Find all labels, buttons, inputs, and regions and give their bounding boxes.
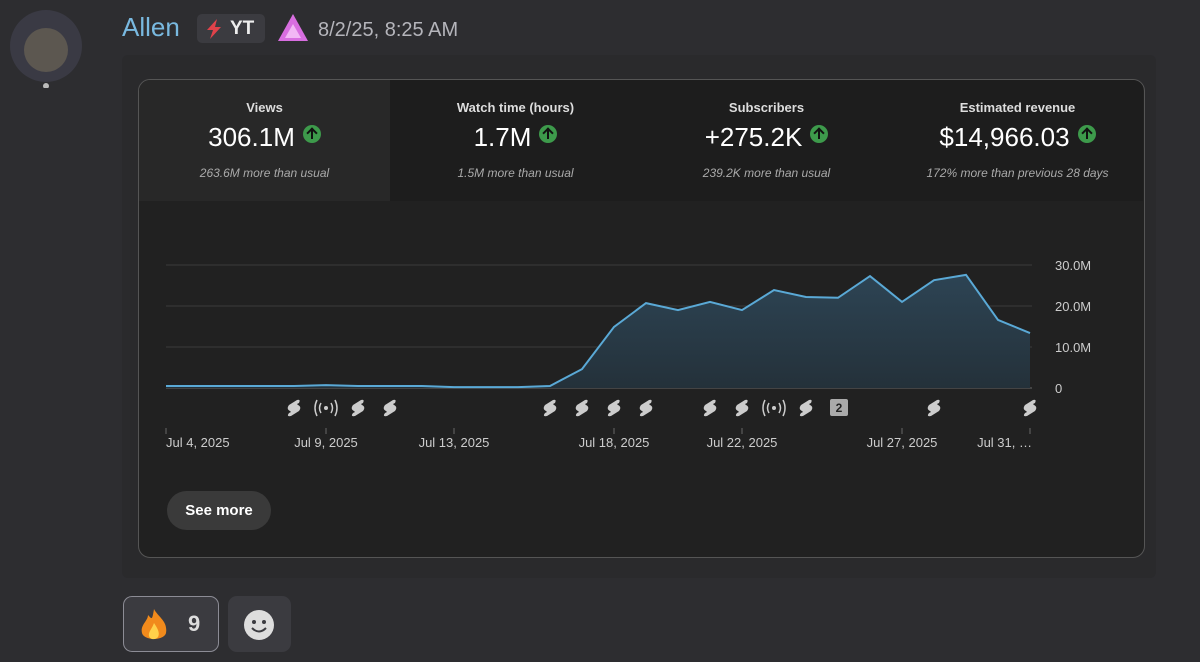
shorts-icon [1023,399,1037,417]
author[interactable]: Allen [122,12,180,42]
shorts-icon [927,399,941,417]
stat-value: $14,966.03 [892,122,1143,153]
stat-note: 172% more than previous 28 days [926,166,1109,180]
stat-note: 239.2K more than usual [702,166,831,180]
area-fill [166,274,1030,388]
y-tick-label: 20.0M [1055,299,1091,314]
stat-label: Views [246,100,283,115]
x-tick-label: Jul 4, 2025 [166,435,230,450]
y-tick-label: 30.0M [1055,258,1091,273]
reaction-button[interactable]: 9 [123,596,219,652]
x-tick-label: Jul 9, 2025 [294,435,358,450]
see-more-button[interactable]: See more [167,491,271,530]
x-tick-label: Jul 18, 2025 [579,435,650,450]
stat-value: 306.1M [139,122,390,153]
badge-text: YT [230,18,255,39]
shorts-icon [351,399,365,417]
shorts-icon [703,399,717,417]
live-icon [314,399,338,417]
live-icon [762,399,786,417]
stat-value: 1.7M [390,122,641,153]
stat-label: Watch time (hours) [456,100,575,115]
shorts-icon [543,399,557,417]
reaction-count: 9 [188,611,201,636]
stat-tile[interactable]: Estimated revenue $14,966.03 172% more tha… [892,80,1143,201]
shorts-icon [287,399,301,417]
stat-tile[interactable]: Views 306.1M 263.6M more than usual [139,80,390,201]
stat-label: Estimated revenue [959,100,1076,115]
shorts-icon [607,399,621,417]
stat-note: 1.5M more than usual [457,166,574,180]
stat-tile[interactable]: Subscribers +275.2K 239.2K more than usual [641,80,892,201]
shorts-icon [735,399,749,417]
y-tick-label: 10.0M [1055,340,1091,355]
stat-value-text: +275.2K [704,122,803,152]
fire-icon [141,609,167,640]
badge: YT [197,14,265,43]
y-tick-label: 0 [1055,381,1062,396]
up-icon [302,125,321,143]
lightning-icon [207,19,221,39]
shorts-icon [575,399,589,417]
stat-value-text: 306.1M [208,122,295,152]
live-icon [772,406,776,410]
x-tick-label: Jul 27, 2025 [867,435,938,450]
live-icon [324,406,328,410]
up-icon [1077,125,1096,143]
up-icon [810,125,829,143]
avatar[interactable] [10,8,84,88]
multi-marker [830,399,848,416]
smiley-icon [244,610,274,640]
timestamp: 8/2/25, 8:25 AM [318,19,459,41]
up-icon [539,125,558,143]
add-reaction-button[interactable] [228,596,291,652]
stat-value-text: $14,966.03 [939,122,1070,152]
stat-tile[interactable]: Watch time (hours) 1.7M 1.5M more than usu… [390,80,641,201]
multi-marker-count: 2 [836,401,843,415]
stat-value: +275.2K [641,122,892,153]
stat-label: Subscribers [728,100,805,115]
shorts-icon [383,399,397,417]
shorts-icon [639,399,653,417]
x-tick-label: Jul 31, … [977,435,1032,450]
role-icon [278,14,308,41]
x-tick-label: Jul 13, 2025 [419,435,490,450]
chart: 0 10.0M 20.0M 30.0M Jul 4, 2025 Jul 9, 2025 Ju… [165,258,1091,450]
line [166,273,1031,389]
x-tick-label: Jul 22, 2025 [707,435,778,450]
shorts-icon [799,399,813,417]
stat-value-text: 1.7M [473,122,532,152]
stat-note: 263.6M more than usual [199,166,330,180]
